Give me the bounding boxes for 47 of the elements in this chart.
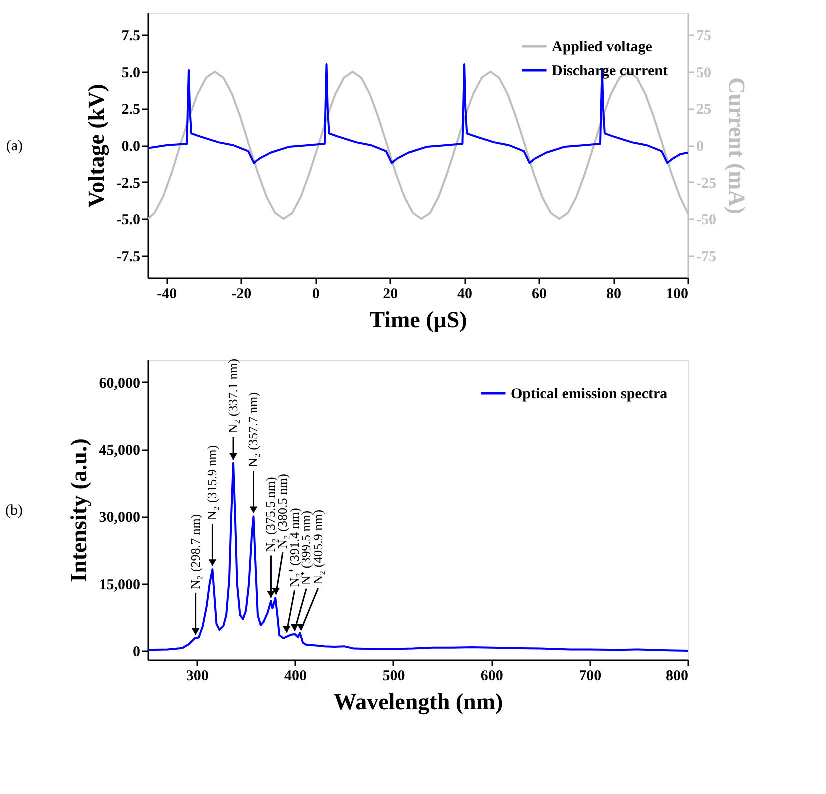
x-tick-label: 100	[666, 286, 688, 302]
x-tick-label: 800	[666, 668, 688, 684]
y2-axis-title: Current (mA)	[724, 78, 750, 214]
y-tick-label: 2.5	[122, 102, 140, 118]
y2-tick-label: 0	[696, 139, 704, 155]
x-axis-title: Time (μS)	[370, 308, 468, 332]
y2-tick-label: -75	[696, 249, 716, 266]
y-tick-label: 5.0	[122, 65, 140, 82]
y-tick-label: -2.5	[116, 176, 140, 192]
x-tick-label: 60	[532, 286, 548, 302]
line-series	[148, 64, 688, 164]
x-tick-label: 700	[579, 668, 602, 684]
y2-tick-label: 50	[696, 65, 712, 82]
x-tick-label: -20	[232, 286, 252, 302]
x-tick-label: 600	[480, 668, 504, 684]
x-tick-label: 400	[284, 668, 308, 684]
annotation: N₂ (337.1 nm)	[226, 358, 241, 434]
y2-tick-label: -50	[696, 212, 716, 229]
x-tick-label: 0	[312, 286, 320, 302]
y-tick-label: 0.0	[122, 139, 140, 155]
x-tick-label: 80	[606, 286, 622, 302]
y2-tick-label: 75	[696, 28, 712, 45]
y-tick-label: 60,000	[99, 376, 140, 392]
x-tick-label: 20	[383, 286, 398, 302]
text: (b)	[6, 503, 23, 519]
x-tick-label: -40	[157, 286, 178, 302]
y-tick-label: 30,000	[99, 510, 140, 526]
y2-tick-label: -25	[696, 176, 716, 192]
y-tick-label: 0	[133, 644, 140, 661]
annotation: N₂ (357.7 nm)	[246, 392, 261, 468]
y-tick-label: 45,000	[99, 443, 140, 460]
y2-tick-label: 25	[696, 102, 712, 118]
x-tick-label: 500	[382, 668, 406, 684]
x-tick-label: 40	[458, 286, 473, 302]
y-tick-label: -7.5	[116, 249, 140, 266]
annotation: N₂ (315.9 nm)	[204, 445, 220, 520]
y-tick-label: 7.5	[122, 28, 140, 45]
y-tick-label: 15,000	[99, 577, 140, 594]
legend-label: Applied voltage	[552, 40, 653, 56]
x-tick-label: 300	[186, 668, 209, 684]
annotation: N₂ (298.7 nm)	[188, 514, 203, 590]
y-axis-title: Intensity (a.u.)	[66, 438, 92, 582]
y-axis-title: Voltage (kV)	[84, 84, 110, 208]
y-tick-label: -5.0	[116, 212, 140, 229]
text: (a)	[6, 138, 23, 154]
x-axis-title: Wavelength (nm)	[334, 690, 504, 716]
legend-label: Optical emission spectra	[511, 386, 668, 402]
